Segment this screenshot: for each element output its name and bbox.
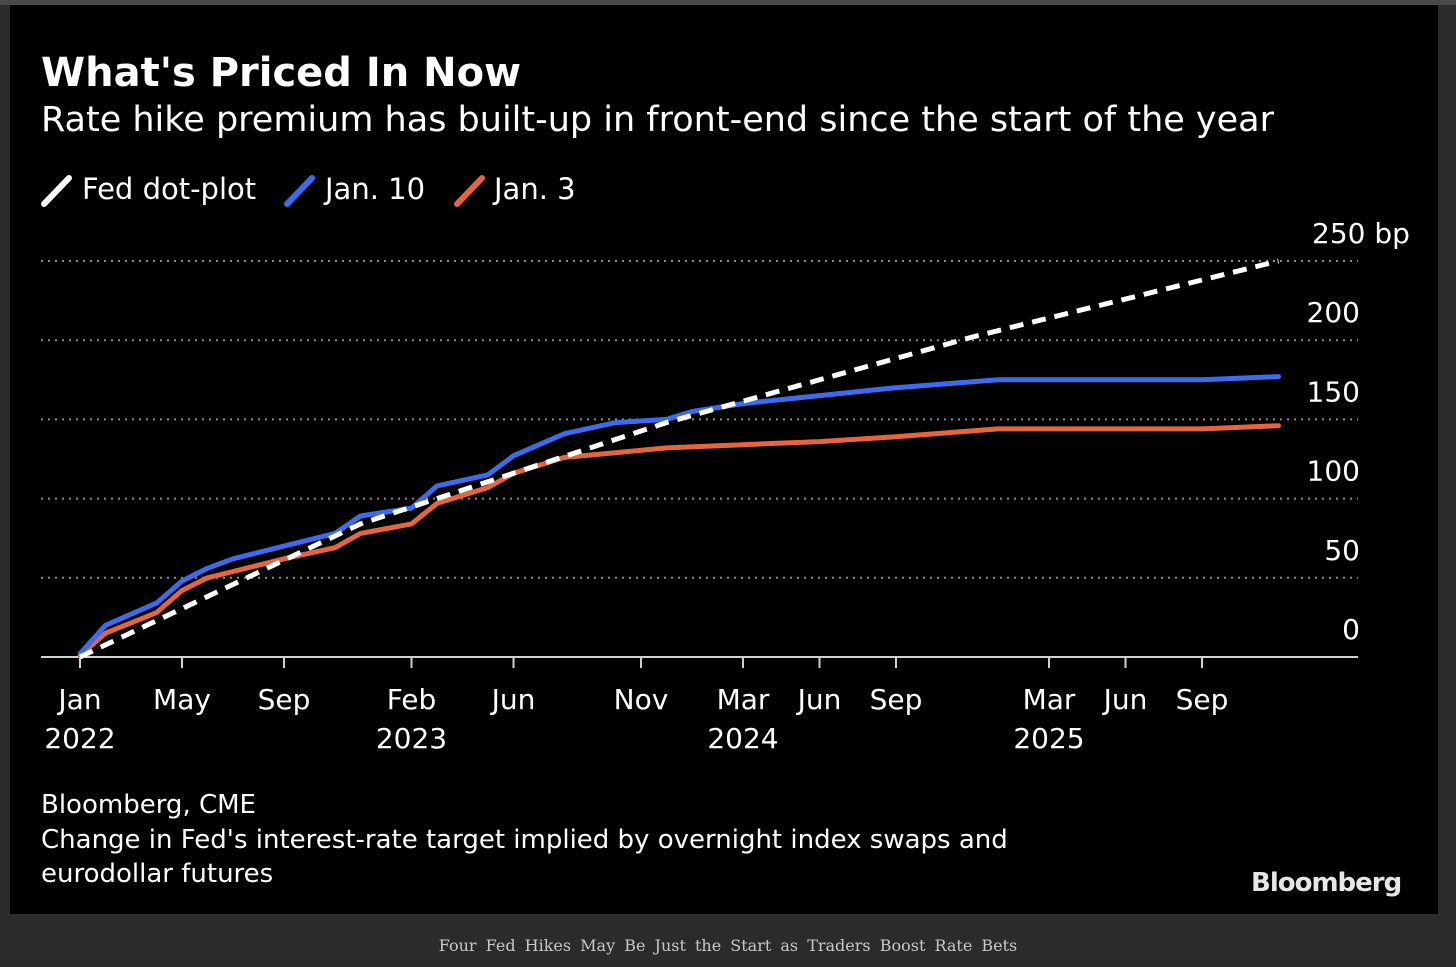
x-tick-label: Jun <box>490 683 536 716</box>
x-tick-label: Sep <box>1176 683 1229 716</box>
x-tick-label: Mar <box>1023 683 1076 716</box>
x-tick-year-label: 2023 <box>376 722 447 755</box>
x-tick-label: Jun <box>796 683 842 716</box>
y-tick-label: 200 <box>1307 296 1360 329</box>
chart-panel <box>10 5 1438 914</box>
y-tick-label: 250 bp <box>1312 217 1410 250</box>
x-tick-year-label: 2022 <box>44 722 115 755</box>
y-tick-label: 100 <box>1307 455 1360 488</box>
x-tick-label: Sep <box>258 683 311 716</box>
series-line-jan-3 <box>77 423 1281 658</box>
x-tick-label: Jan <box>56 683 101 716</box>
series-lines <box>77 258 1281 660</box>
y-tick-label: 150 <box>1307 375 1360 408</box>
top-border <box>0 0 1456 5</box>
chart-subtitle: Rate hike premium has built-up in front-… <box>41 100 1275 140</box>
x-tick-label: Mar <box>717 683 770 716</box>
legend-swatches <box>41 175 485 207</box>
x-tick-year-label: 2025 <box>1013 722 1084 755</box>
legend-swatch-3 <box>454 175 485 207</box>
x-axis: Jan 2022 May Sep Feb 2023 Jun Nov Mar 2024 Jun Sep M… <box>41 656 1358 755</box>
legend-label-jan-3: Jan. 3 <box>494 172 576 206</box>
y-tick-label: 0 <box>1342 613 1360 646</box>
x-tick-label: Feb <box>387 683 437 716</box>
legend-swatch-2 <box>284 175 315 207</box>
x-tick-year-label: 2024 <box>707 722 778 755</box>
x-tick-label: Jun <box>1102 683 1148 716</box>
series-line-fed-dot-plot <box>78 258 1280 660</box>
article-caption: Four Fed Hikes May Be Just the Start as … <box>438 936 1018 955</box>
y-tick-label: 50 <box>1324 534 1360 567</box>
x-tick-label: May <box>153 683 211 716</box>
legend-label-jan-10: Jan. 10 <box>325 172 426 206</box>
x-tick-label: Sep <box>870 683 923 716</box>
y-axis-ticks: 0 50 100 150 200 250 bp <box>1307 217 1410 646</box>
chart-note: Change in Fed's interest-rate target imp… <box>41 825 1008 889</box>
gridlines <box>41 260 1358 579</box>
source-text: Bloomberg, CME <box>41 790 256 820</box>
legend-swatch-1 <box>41 175 72 207</box>
bloomberg-logo: Bloomberg <box>1251 868 1402 898</box>
legend-label-fed-dot-plot: Fed dot-plot <box>82 172 257 206</box>
chart-title: What's Priced In Now <box>41 50 522 96</box>
x-tick-label: Nov <box>614 683 669 716</box>
series-line-jan-10 <box>77 374 1281 657</box>
